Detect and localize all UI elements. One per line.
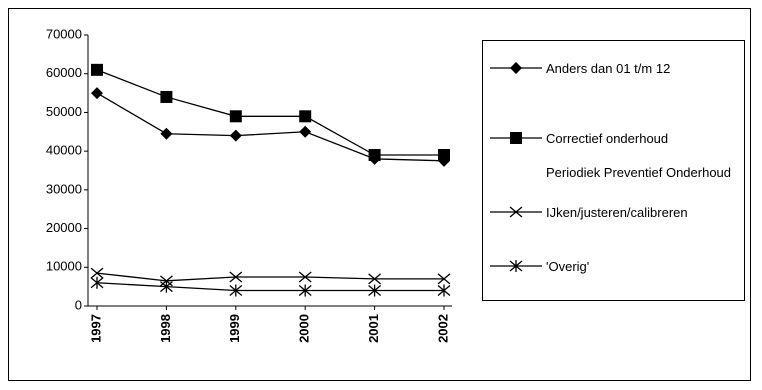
x-tick-label: 2001 bbox=[366, 314, 381, 343]
y-tick-label: 10000 bbox=[46, 259, 82, 274]
y-tick-label: 60000 bbox=[46, 65, 82, 80]
marker bbox=[437, 284, 451, 297]
legend-label: IJken/justeren/calibreren bbox=[546, 204, 688, 220]
x-tick-label: 2002 bbox=[435, 314, 450, 343]
marker bbox=[229, 129, 242, 142]
marker bbox=[368, 149, 381, 162]
marker bbox=[229, 284, 243, 297]
legend-label: Periodiek Preventief Onderhoud bbox=[546, 164, 732, 180]
legend-label: 'Overig' bbox=[546, 258, 590, 274]
marker bbox=[368, 284, 382, 297]
marker bbox=[298, 271, 312, 283]
x-tick-label: 1997 bbox=[88, 314, 103, 343]
marker bbox=[160, 90, 173, 103]
marker bbox=[298, 284, 312, 297]
marker bbox=[299, 125, 312, 138]
y-tick-label: 40000 bbox=[46, 143, 82, 158]
legend-label: Anders dan 01 t/m 12 bbox=[546, 60, 671, 76]
series-line bbox=[96, 282, 444, 292]
y-tick-label: 0 bbox=[75, 297, 82, 312]
marker bbox=[510, 132, 522, 144]
legend-box bbox=[482, 40, 745, 301]
series-line bbox=[96, 69, 444, 156]
marker bbox=[299, 110, 312, 123]
marker bbox=[91, 63, 103, 76]
marker bbox=[91, 87, 103, 100]
marker bbox=[510, 62, 522, 74]
marker bbox=[159, 280, 173, 293]
x-tick-label: 1998 bbox=[158, 314, 173, 343]
marker bbox=[160, 127, 173, 140]
series-line bbox=[96, 272, 444, 282]
marker bbox=[509, 260, 523, 272]
marker bbox=[90, 267, 104, 279]
x-tick-label: 1999 bbox=[227, 314, 242, 343]
marker bbox=[509, 206, 523, 218]
y-tick-label: 70000 bbox=[46, 26, 82, 41]
series-line bbox=[96, 92, 445, 162]
marker bbox=[437, 273, 451, 285]
marker bbox=[229, 110, 242, 123]
marker bbox=[438, 149, 450, 162]
x-tick-label: 2000 bbox=[297, 314, 312, 343]
y-tick-label: 30000 bbox=[46, 181, 82, 196]
y-tick-label: 50000 bbox=[46, 104, 82, 119]
y-tick-label: 20000 bbox=[46, 220, 82, 235]
marker bbox=[90, 276, 104, 289]
marker bbox=[229, 271, 243, 283]
legend-label: Correctief onderhoud bbox=[546, 130, 669, 146]
marker bbox=[368, 273, 382, 285]
